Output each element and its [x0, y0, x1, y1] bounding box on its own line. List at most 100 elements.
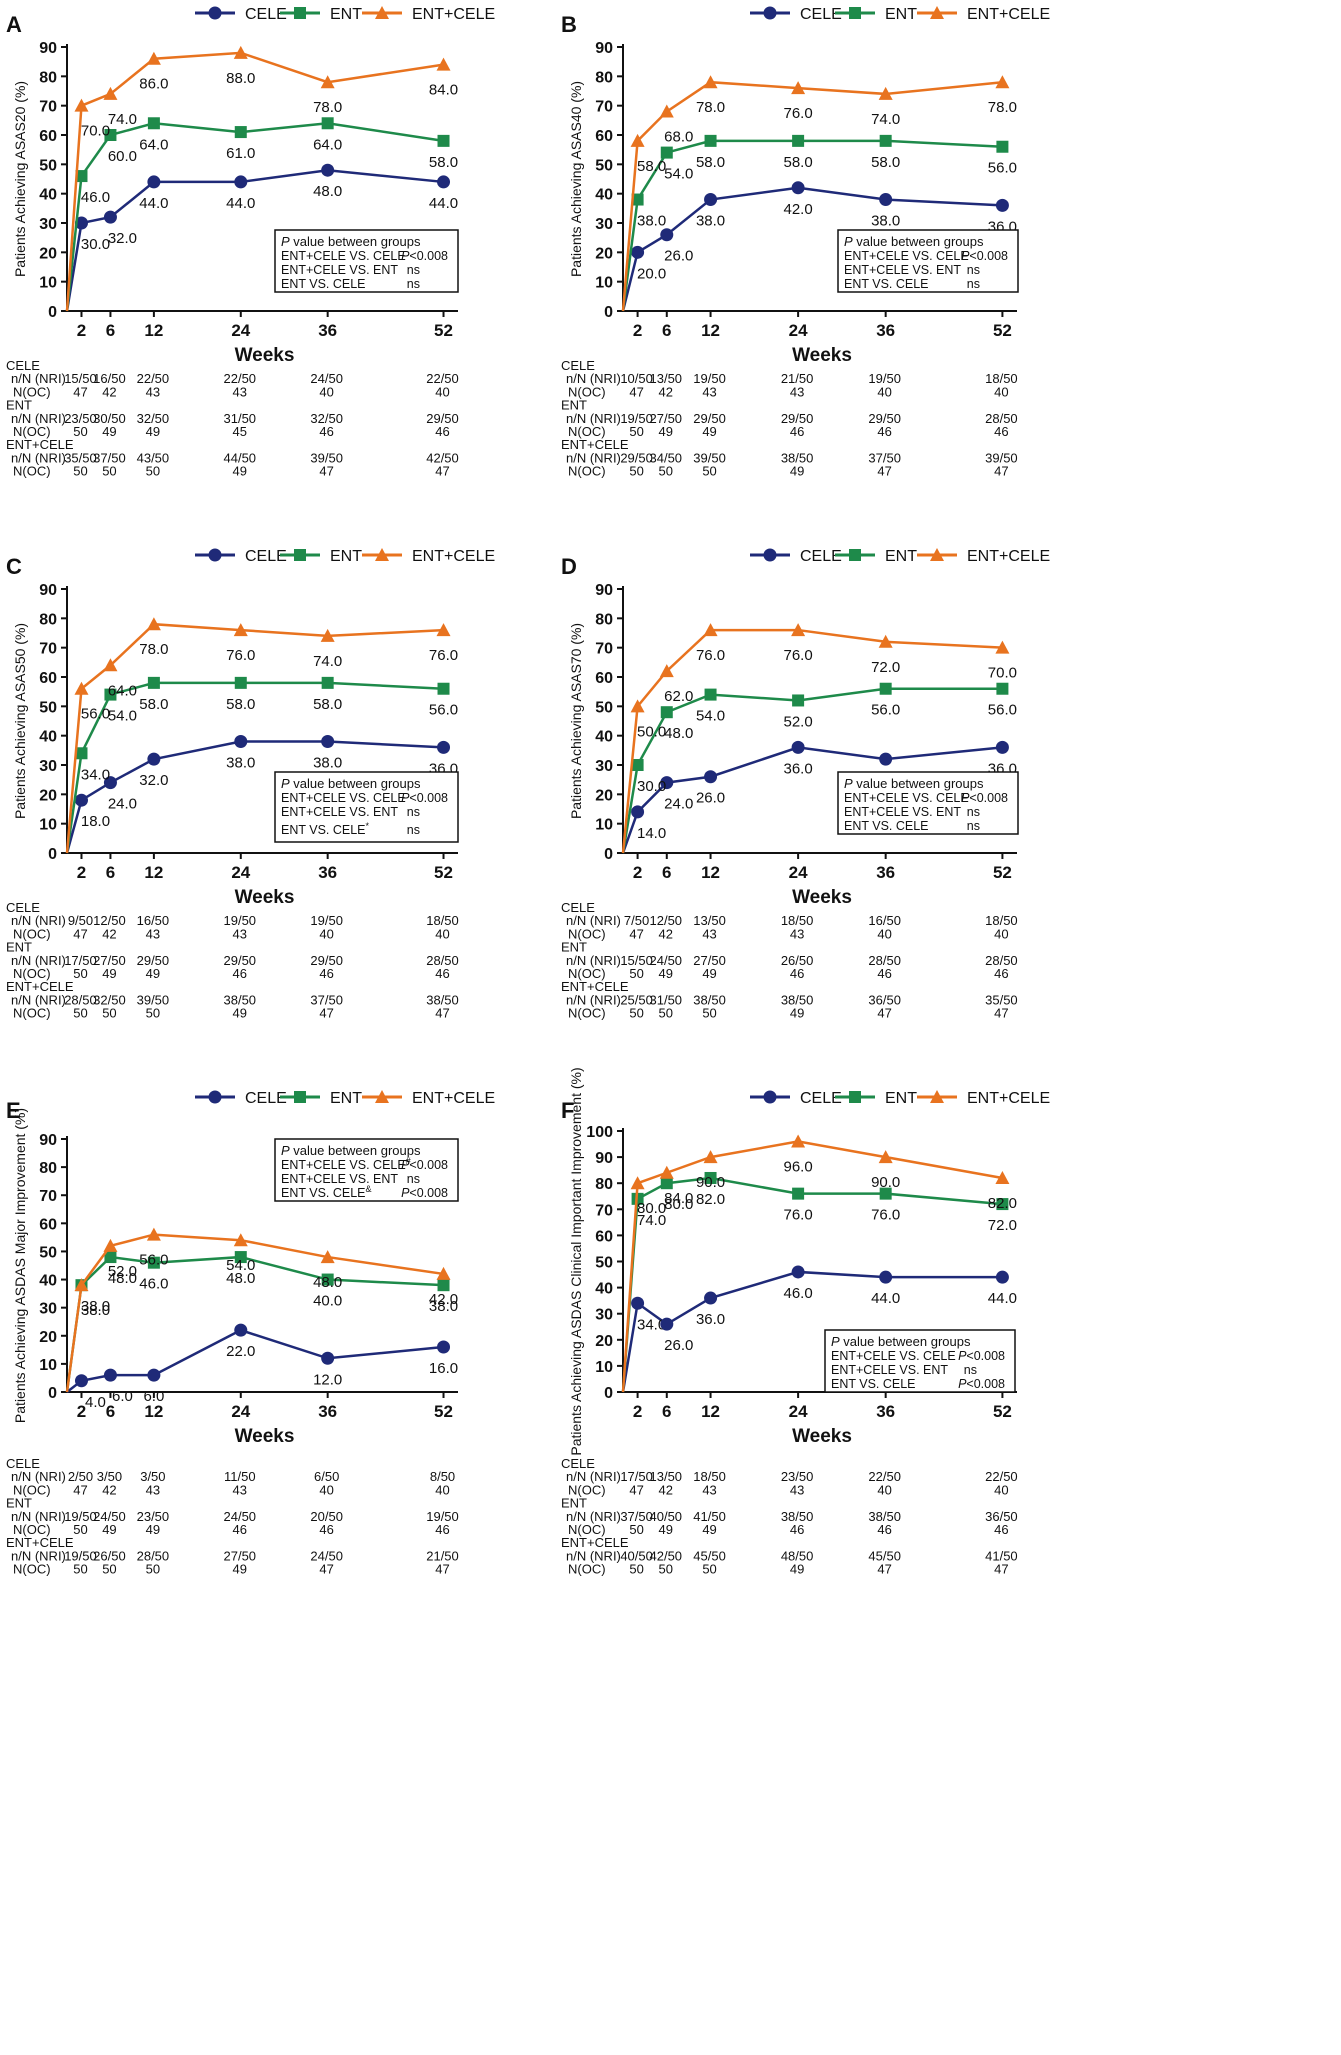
table-cell-nri: 38/50	[426, 992, 459, 1007]
table-cell-nri: 37/50	[620, 1509, 653, 1524]
legend-label: ENT	[330, 6, 362, 23]
table-cell-oc: 42	[659, 926, 673, 941]
y-tick-label: 40	[39, 729, 57, 746]
table-cell-nri: 42/50	[650, 1548, 683, 1563]
panel-letter: E	[6, 1098, 21, 1123]
p-value-row-label: ENT+CELE VS. ENT	[281, 805, 398, 819]
data-label: 20.0	[637, 265, 666, 282]
table-cell-oc: 40	[994, 926, 1008, 941]
panel-letter: B	[561, 12, 577, 37]
data-point	[879, 134, 892, 147]
data-label: 34.0	[637, 1316, 666, 1333]
data-label: 86.0	[139, 76, 168, 93]
legend-marker	[208, 548, 222, 562]
y-tick-label: 80	[39, 69, 57, 86]
table-cell-nri: 3/50	[97, 1469, 122, 1484]
table-cell-oc: 47	[629, 1482, 643, 1497]
p-value-row-label: ENT+CELE VS. CELE	[831, 1349, 956, 1363]
table-cell-oc: 50	[73, 1006, 87, 1021]
table-cell-oc: 40	[877, 1482, 891, 1497]
table-row-label-oc: N(OC)	[13, 464, 51, 479]
data-point	[878, 1150, 893, 1164]
p-value-row-mark: #	[406, 1156, 411, 1166]
p-value-title-italic: P	[281, 1143, 290, 1158]
legend-item-ent-cele: ENT+CELE	[362, 6, 495, 23]
table-cell-nri: 13/50	[693, 913, 726, 928]
table-cell-oc: 46	[435, 424, 449, 439]
series-cele: 34.0 26.036.0 46.0 44.0 44.0	[621, 1265, 1017, 1393]
data-point	[146, 1227, 161, 1241]
data-point	[437, 682, 450, 695]
y-tick-label: 40	[39, 187, 57, 204]
y-tick-label: 50	[39, 1244, 57, 1261]
legend-label: ENT	[330, 1090, 362, 1107]
legend-label: ENT+CELE	[412, 6, 495, 23]
data-label: 6.0	[112, 1388, 133, 1405]
x-tick-label: 24	[231, 1402, 250, 1421]
table-row-label-nri: n/N (NRI)	[566, 953, 621, 968]
y-tick-label: 20	[595, 787, 613, 804]
data-point	[879, 1270, 893, 1284]
data-point	[630, 133, 645, 147]
data-point	[437, 1279, 450, 1292]
table-row-label-nri: n/N (NRI)	[11, 450, 66, 465]
data-label: 44.0	[226, 195, 255, 212]
table-cell-nri: 19/50	[868, 371, 901, 386]
data-label: 52.0	[784, 713, 813, 730]
table-cell-oc: 50	[73, 464, 87, 479]
series-ent-cele: 50.0 62.0 76.0 76.0 72.0 70.0	[621, 623, 1017, 854]
x-tick-label: 6	[106, 1402, 115, 1421]
table-group-label: CELE	[561, 358, 595, 373]
data-point	[74, 1374, 88, 1388]
data-point	[791, 1134, 806, 1148]
data-point	[147, 117, 160, 130]
series-ent: 30.0 48.054.0 52.0 56.0 56.0	[621, 682, 1017, 854]
x-tick-label: 52	[993, 863, 1012, 882]
table-cell-oc: 46	[233, 1522, 247, 1537]
table-cell-oc: 47	[73, 384, 87, 399]
x-tick-label: 36	[876, 863, 895, 882]
data-label: 74.0	[871, 111, 900, 128]
table-cell-oc: 40	[435, 384, 449, 399]
table-cell-nri: 21/50	[426, 1548, 459, 1563]
data-label: 38.0	[871, 213, 900, 230]
y-tick-label: 0	[48, 1385, 57, 1402]
y-tick-label: 0	[604, 304, 613, 321]
y-tick-label: 40	[595, 187, 613, 204]
table-row-label-nri: n/N (NRI)	[11, 953, 66, 968]
table-cell-oc: 50	[629, 424, 643, 439]
table-cell-nri: 27/50	[93, 953, 126, 968]
table-cell-nri: 15/50	[64, 371, 97, 386]
data-label: 56.0	[429, 702, 458, 719]
legend-marker	[294, 1091, 306, 1103]
data-point	[791, 81, 806, 95]
table-row-label-nri: n/N (NRI)	[11, 913, 66, 928]
p-value-row-value: P<0.008	[958, 1349, 1005, 1363]
table-cell-oc: 46	[877, 1522, 891, 1537]
p-value-title: P value between groups	[281, 776, 421, 791]
data-point	[879, 752, 893, 766]
table-cell-nri: 31/50	[224, 411, 257, 426]
data-point	[146, 617, 161, 631]
legend-label: CELE	[245, 1090, 287, 1107]
data-point	[74, 681, 89, 695]
table-cell-nri: 45/50	[868, 1548, 901, 1563]
data-point	[660, 1177, 673, 1190]
data-label: 96.0	[784, 1158, 813, 1175]
p-value-row-label: ENT+CELE VS. CELE	[844, 791, 969, 805]
data-point	[147, 676, 160, 689]
data-label: 61.0	[226, 145, 255, 162]
p-value-row-label: ENT+CELE VS. ENT	[281, 1172, 398, 1186]
legend-item-ent: ENT	[280, 1090, 362, 1107]
data-label: 38.0	[429, 1298, 458, 1315]
table-cell-nri: 22/50	[868, 1469, 901, 1484]
p-value-box-frame	[837, 229, 1019, 293]
table-cell-nri: 18/50	[693, 1469, 726, 1484]
table-cell-nri: 41/50	[985, 1548, 1018, 1563]
p-value-row-label: ENT VS. CELE	[831, 1377, 916, 1391]
y-tick-label: 50	[595, 157, 613, 174]
x-tick-label: 2	[77, 321, 86, 340]
x-tick-label: 52	[993, 1402, 1012, 1421]
